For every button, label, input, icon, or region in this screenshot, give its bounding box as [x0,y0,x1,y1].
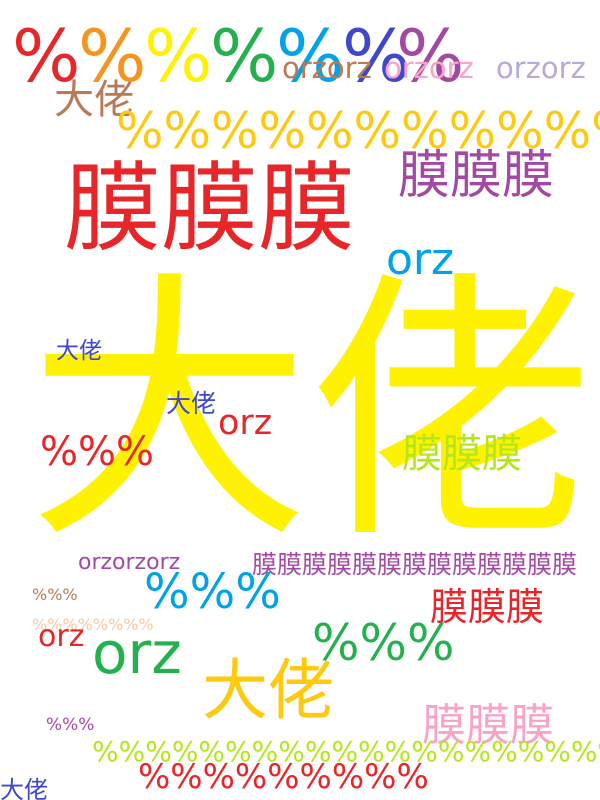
word-percent-row-red: %%%%%%%%% [138,757,429,797]
word-momomo-row-purple: 膜膜膜膜膜膜膜膜膜膜膜膜膜 [252,550,578,579]
word-momomo-red-large: 膜膜膜 [64,152,355,265]
word-dalao-giant: 大佬 [28,248,592,577]
word-dalao-indigo-small: 大佬 [56,338,102,364]
word-percent-purple-small: %%% [46,715,95,735]
word-percent-cyan: % [276,14,345,98]
word-percent-green-mid: %%% [312,614,455,672]
word-momomo-red-mid: 膜膜膜 [430,585,545,629]
word-orzorz-pink: orzorz [384,51,474,85]
word-orz-red-mid: orz [218,403,273,443]
word-percent-row-gold: %%%%%%%%%%% [116,102,600,160]
word-percent-orange: % [78,14,147,98]
word-percent-green: % [210,14,279,98]
word-orz-green-large: orz [92,619,182,687]
word-orzorzorz-purple: orzorzorz [78,550,181,575]
word-momomo-pink: 膜膜膜 [422,700,554,751]
word-percent-purple: % [396,14,465,98]
word-momomo-purple: 膜膜膜 [398,146,555,206]
word-momomo-lime: 膜膜膜 [402,431,522,477]
word-dalao-gold: 大佬 [202,652,334,729]
word-percent-yellow: % [144,14,213,98]
word-percent-brown-small: %%% [32,585,78,604]
word-percent-indigo: % [342,14,411,98]
word-orz-red-small: orz [38,619,85,654]
word-percent-row-pink: %%%%%%%% [32,615,154,634]
word-orz-cyan: orz [386,234,455,285]
word-percent-cyan-mid: %%% [144,564,281,620]
word-orzorz-lavender: orzorz [496,51,586,85]
word-dalao-brown: 大佬 [54,77,134,123]
word-percent-row-lime: %%%%%%%%%%%%%%%%%%%%%%%%%%%%%%%%% [92,735,600,768]
word-dalao-indigo-mid: 大佬 [166,389,217,418]
word-orzorz-brown: orzorz [282,51,372,85]
word-dalao-indigo-corner: 大佬 [0,776,48,800]
word-percent-red-mid: %%% [40,429,155,475]
word-percent-red: % [12,14,81,98]
